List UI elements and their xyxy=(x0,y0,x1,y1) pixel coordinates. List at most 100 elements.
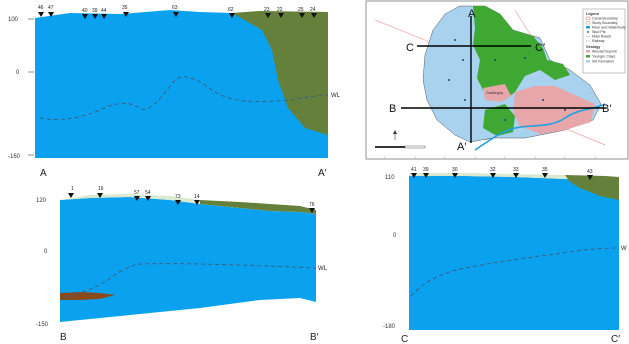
svg-text:Silt Formation: Silt Formation xyxy=(592,60,614,64)
section-end-label: B′ xyxy=(310,332,319,343)
well-marker: 25 xyxy=(298,7,305,18)
well-markers: 41 39 30 32 33 35 43 xyxy=(411,167,593,180)
map-legend: Legend Canal Boundary Study Boundary Riv… xyxy=(582,8,626,74)
svg-text:73: 73 xyxy=(175,194,181,200)
svg-text:Canal Boundary: Canal Boundary xyxy=(592,17,618,21)
water-table-label: WL xyxy=(331,93,341,99)
svg-text:46: 46 xyxy=(38,5,44,11)
svg-text:33: 33 xyxy=(513,167,519,173)
svg-text:Main Roads: Main Roads xyxy=(592,35,611,39)
svg-text:Study Boundary: Study Boundary xyxy=(592,21,618,25)
section-end-label: A′ xyxy=(318,168,327,179)
svg-text:63: 63 xyxy=(172,5,178,11)
svg-text:43: 43 xyxy=(587,169,593,175)
svg-text:32: 32 xyxy=(490,167,496,173)
well-marker: 39 xyxy=(92,8,98,19)
section-start-label: A xyxy=(40,168,47,179)
svg-text:Younger Clays: Younger Clays xyxy=(592,55,615,59)
well-marker: 1 xyxy=(68,186,74,198)
svg-text:16: 16 xyxy=(98,186,104,192)
well-marker: 57 xyxy=(134,190,140,201)
y-tick-bottom: -160 xyxy=(8,154,21,160)
svg-text:23: 23 xyxy=(264,7,270,13)
svg-text:30: 30 xyxy=(452,167,458,173)
svg-text:22: 22 xyxy=(277,7,283,13)
map-region-green-south xyxy=(483,104,515,136)
well-marker: 39 xyxy=(423,167,429,178)
well-marker: 33 xyxy=(513,167,519,178)
map-label-a-prime: A′ xyxy=(457,141,466,153)
svg-text:57: 57 xyxy=(134,190,140,196)
svg-text:44: 44 xyxy=(101,8,107,14)
svg-text:24: 24 xyxy=(310,7,316,13)
svg-text:47: 47 xyxy=(48,5,54,11)
aquifer-body xyxy=(60,197,316,322)
y-tick-zero: 0 xyxy=(44,249,48,255)
y-tick-top: 120 xyxy=(36,198,47,204)
map-label-c-prime: C′ xyxy=(535,42,545,54)
svg-text:40: 40 xyxy=(82,8,88,14)
svg-text:25: 25 xyxy=(298,7,304,13)
well-marker: 30 xyxy=(452,167,458,178)
well-marker: 14 xyxy=(194,194,200,205)
section-end-label: C′ xyxy=(611,334,620,344)
cross-section-bb: WL 120 0 -150 1 16 57 54 73 14 76 B B′ xyxy=(36,186,328,343)
well-marker: 44 xyxy=(101,8,107,19)
svg-text:35: 35 xyxy=(542,167,548,173)
map-scale-bar xyxy=(375,145,426,149)
map-place-label: Gadhinglaj xyxy=(486,91,503,95)
svg-text:Railway: Railway xyxy=(592,39,605,43)
map-label-a: A xyxy=(468,8,476,20)
water-table-label: W xyxy=(621,246,627,252)
well-marker: 23 xyxy=(264,7,271,18)
svg-text:Alluvial Deposit: Alluvial Deposit xyxy=(592,50,617,54)
water-table-label: WL xyxy=(318,266,328,272)
well-marker: 62 xyxy=(228,7,235,18)
y-tick-zero: 0 xyxy=(393,233,397,239)
well-marker: 46 xyxy=(38,5,44,17)
map-label-b: B xyxy=(389,103,396,115)
well-marker: 76 xyxy=(309,202,315,213)
aquifer-body xyxy=(35,10,328,158)
svg-text:54: 54 xyxy=(145,190,151,196)
svg-text:River and Waterbody: River and Waterbody xyxy=(592,26,626,30)
map-label-c: C xyxy=(406,42,414,54)
y-tick-top: 110 xyxy=(385,175,395,181)
cross-section-aa: WL 100 0 -160 46 47 40 39 44 35 63 62 23… xyxy=(8,5,341,179)
svg-text:76: 76 xyxy=(309,202,315,208)
map-river xyxy=(474,103,606,151)
well-marker: 54 xyxy=(145,190,151,201)
y-tick-top: 100 xyxy=(8,17,19,23)
svg-text:62: 62 xyxy=(228,7,234,13)
svg-text:39: 39 xyxy=(423,167,429,173)
well-marker: 41 xyxy=(411,167,417,178)
water-table-line xyxy=(61,263,317,299)
well-marker: 16 xyxy=(97,186,104,198)
svg-text:14: 14 xyxy=(194,194,200,200)
well-marker: 22 xyxy=(277,7,284,18)
section-start-label: C xyxy=(401,334,408,344)
section-start-label: B xyxy=(60,332,67,343)
well-marker: 63 xyxy=(172,5,179,17)
svg-text:Geology: Geology xyxy=(586,45,600,49)
clay-layer xyxy=(200,200,316,214)
svg-text:1: 1 xyxy=(71,186,74,192)
cross-section-cc: W 110 0 -180 41 39 30 32 33 35 43 C C′ xyxy=(383,167,627,344)
svg-text:35: 35 xyxy=(122,5,128,11)
svg-text:Stud Pts: Stud Pts xyxy=(592,30,606,34)
location-map: Gadhinglaj A A′ C C′ B B′ Legend Canal B… xyxy=(365,0,629,160)
water-table-line xyxy=(410,247,620,297)
well-markers: 46 47 40 39 44 35 63 62 23 22 25 24 xyxy=(38,5,317,19)
clay-layer xyxy=(232,11,328,135)
well-marker: 47 xyxy=(48,5,54,17)
well-marker: 24 xyxy=(310,7,317,18)
y-tick-zero: 0 xyxy=(16,70,20,76)
map-region-pink xyxy=(513,86,595,134)
well-markers: 1 16 57 54 73 14 76 xyxy=(68,186,315,213)
y-tick-bottom: -150 xyxy=(36,322,49,328)
svg-text:Legend: Legend xyxy=(586,12,599,16)
well-marker: 35 xyxy=(122,5,129,17)
well-marker: 73 xyxy=(175,194,181,205)
map-label-b-prime: B′ xyxy=(602,103,611,115)
svg-text:41: 41 xyxy=(411,167,417,173)
